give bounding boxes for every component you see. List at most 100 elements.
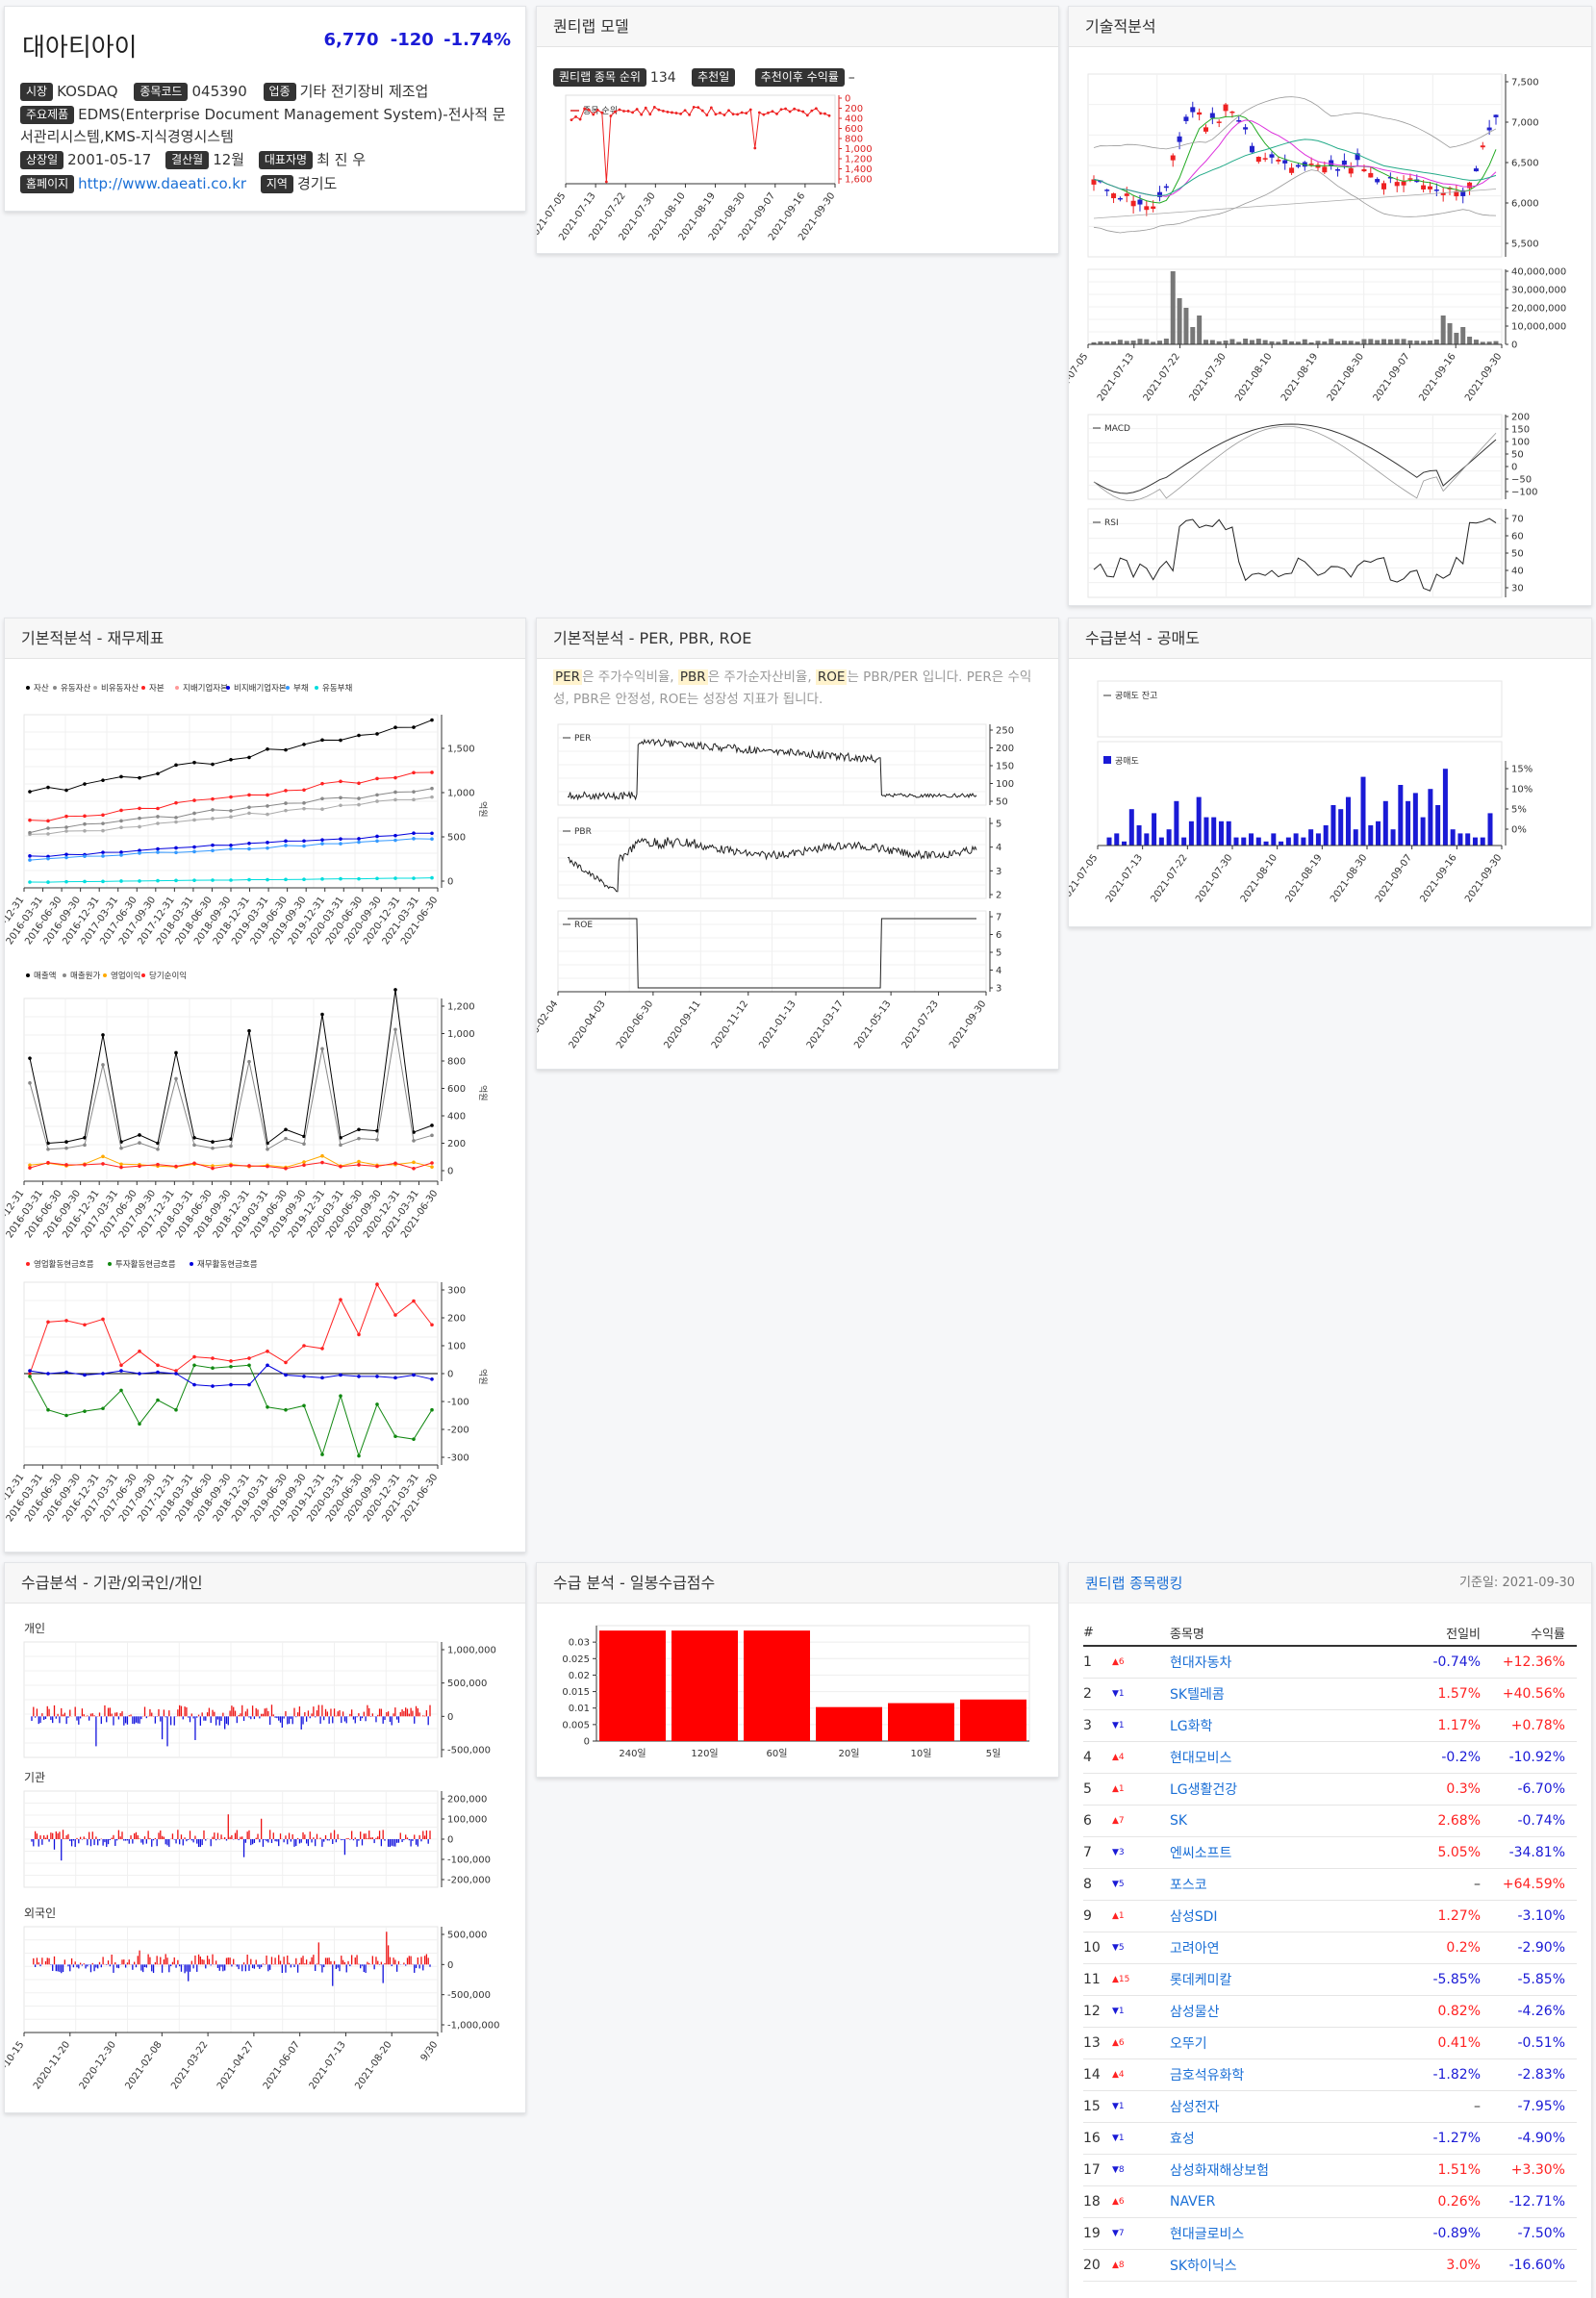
stock-name[interactable]: 삼성화재해상보험 <box>1170 2162 1270 2179</box>
operating-income-point <box>412 1160 416 1165</box>
candle-body <box>1255 157 1261 163</box>
rank-move-value: 1 <box>1118 1910 1125 1921</box>
quant-rank-value: 134 <box>649 70 676 86</box>
institution-flow-chart: 기관 200,000 100,000 0 -100,000 -200,000 <box>23 1770 519 1895</box>
ranking-row[interactable]: 10 ▼5 고려아연 0.2% -2.90% <box>1083 1932 1577 1963</box>
cost-point <box>28 1081 32 1085</box>
candle-body <box>1486 127 1492 131</box>
operating-cf-point <box>229 1359 233 1363</box>
ranking-row[interactable]: 17 ▼8 삼성화재해상보험 1.51% +3.30% <box>1083 2154 1577 2185</box>
rank-move-value: 1 <box>1118 2006 1125 2016</box>
x-tick-label: 2021-04-27 <box>215 2039 256 2091</box>
candle-body <box>1329 160 1334 166</box>
ranking-title[interactable]: 퀀티랩 종목랭킹 <box>1085 1575 1183 1592</box>
return-rate: -2.90% <box>1517 1939 1565 1956</box>
volume-bar <box>1289 341 1295 344</box>
financing-cf-point <box>156 1370 160 1375</box>
stock-name[interactable]: LG생활건강 <box>1170 1781 1238 1798</box>
bollinger-upper <box>1093 96 1497 150</box>
volume-bar <box>1163 339 1169 344</box>
ranking-row[interactable]: 20 ▲8 SK하이닉스 3.0% -16.60% <box>1083 2249 1577 2281</box>
rank-move-value: 7 <box>1118 1815 1125 1826</box>
x-tick-label: 2020-09-11 <box>662 998 702 1050</box>
volume-bar <box>1229 339 1235 344</box>
operating-cf-point <box>284 1360 288 1365</box>
stock-name[interactable]: 엔씨소프트 <box>1170 1845 1232 1861</box>
score-bar <box>888 1703 954 1741</box>
stock-name[interactable]: 포스코 <box>1170 1877 1207 1893</box>
short-bar <box>1435 805 1441 846</box>
individual-flow-chart: 개인 1,000,000 500,000 0 -500,000 <box>23 1621 519 1775</box>
stock-name[interactable]: 금호석유화학 <box>1170 2067 1245 2083</box>
x-tick-label: 2021-07-22 <box>1142 351 1182 403</box>
industry-value: 기타 전기장비 제조업 <box>299 83 429 100</box>
volume-bar <box>1255 339 1261 344</box>
candle-body <box>1229 111 1235 114</box>
ranking-row[interactable]: 1 ▲6 현대자동차 -0.74% +12.36% <box>1083 1646 1577 1678</box>
stock-name[interactable]: 오뚜기 <box>1170 2035 1207 2052</box>
volume-bar <box>1269 341 1275 344</box>
ranking-row[interactable]: 13 ▲6 오뚜기 0.41% -0.51% <box>1083 2027 1577 2058</box>
rank-move-value: 8 <box>1118 2260 1125 2270</box>
ranking-row[interactable]: 7 ▼3 엔씨소프트 5.05% -34.81% <box>1083 1836 1577 1868</box>
homepage-link[interactable]: http://www.daeati.co.kr <box>78 175 247 192</box>
net-income-point <box>138 1164 141 1169</box>
stock-name[interactable]: 고려아연 <box>1170 1940 1220 1957</box>
ranking-row[interactable]: 6 ▲7 SK 2.68% -0.74% <box>1083 1805 1577 1836</box>
stock-name[interactable]: 삼성전자 <box>1170 2099 1220 2115</box>
rank-point <box>622 110 625 113</box>
stock-name[interactable]: SK하이닉스 <box>1170 2258 1237 2274</box>
ranking-row[interactable]: 8 ▼5 포스코 – +64.59% <box>1083 1868 1577 1900</box>
short-bar <box>1255 837 1261 846</box>
ranking-row[interactable]: 2 ▼1 SK텔레콤 1.57% +40.56% <box>1083 1678 1577 1709</box>
y-tick-label: -100 <box>447 1398 469 1408</box>
product-value: EDMS(Enterprise Document Management Syst… <box>20 106 506 145</box>
stock-name[interactable]: 삼성물산 <box>1170 2004 1220 2020</box>
cost-point <box>320 1047 324 1051</box>
stock-name[interactable]: 현대자동차 <box>1170 1654 1232 1671</box>
ranking-row[interactable]: 18 ▲6 NAVER 0.26% -12.71% <box>1083 2185 1577 2217</box>
short-bar <box>1166 829 1172 846</box>
ranking-row[interactable]: 9 ▲1 삼성SDI 1.27% -3.10% <box>1083 1900 1577 1932</box>
stock-name[interactable]: SK <box>1170 1812 1188 1829</box>
y-tick-label: 10% <box>1511 785 1533 795</box>
ranking-row[interactable]: 14 ▲4 금호석유화학 -1.82% -2.83% <box>1083 2058 1577 2090</box>
ranking-row[interactable]: 4 ▲4 현대모비스 -0.2% -10.92% <box>1083 1741 1577 1773</box>
cost-point <box>192 1143 196 1148</box>
net-income-point <box>320 1160 324 1165</box>
ranking-row[interactable]: 16 ▼1 효성 -1.27% -4.90% <box>1083 2122 1577 2154</box>
y-tick-label: 50 <box>1511 549 1524 560</box>
net-income-point <box>412 1166 416 1171</box>
ranking-row[interactable]: 12 ▼1 삼성물산 0.82% -4.26% <box>1083 1995 1577 2027</box>
rank-point <box>753 146 757 150</box>
ranking-row[interactable]: 19 ▼7 현대글로비스 -0.89% -7.50% <box>1083 2217 1577 2249</box>
y-tick-label: 600 <box>447 1084 466 1095</box>
x-tick-label: 2021-08-30 <box>1329 852 1369 904</box>
stock-name[interactable]: 삼성SDI <box>1170 1908 1218 1925</box>
return-rate: -5.85% <box>1517 1971 1565 1987</box>
y-tick-label: 200 <box>447 1314 466 1325</box>
ranking-row[interactable]: 11 ▲15 롯데케미칼 -5.85% -5.85% <box>1083 1963 1577 1995</box>
x-tick-label: 2021-02-08 <box>123 2039 164 2091</box>
stock-name[interactable]: SK텔레콤 <box>1170 1686 1225 1703</box>
financing-cf-point <box>393 1376 397 1380</box>
rank-point <box>578 117 582 121</box>
rank-point <box>640 113 644 116</box>
stock-name[interactable]: NAVER <box>1170 2193 1216 2210</box>
stock-name[interactable]: 현대글로비스 <box>1170 2226 1245 2242</box>
volume-bar <box>1223 341 1229 344</box>
plot-area <box>1097 741 1503 846</box>
stock-name[interactable]: LG화학 <box>1170 1718 1213 1734</box>
stock-name[interactable]: 효성 <box>1170 2131 1195 2147</box>
legend-label: 자본 <box>149 684 165 694</box>
bs-point <box>83 829 87 833</box>
ranking-row[interactable]: 3 ▼1 LG화학 1.17% +0.78% <box>1083 1709 1577 1741</box>
volume-bar <box>1243 339 1249 344</box>
stock-name[interactable]: 현대모비스 <box>1170 1750 1232 1766</box>
ranking-row[interactable]: 5 ▲1 LG생활건강 0.3% -6.70% <box>1083 1773 1577 1805</box>
operating-cf-point <box>83 1323 87 1327</box>
daily-change: -0.2% <box>1441 1749 1481 1765</box>
stock-name[interactable]: 롯데케미칼 <box>1170 1972 1232 1988</box>
ranking-row[interactable]: 15 ▼1 삼성전자 – -7.95% <box>1083 2090 1577 2122</box>
investing-cf-point <box>229 1364 233 1369</box>
